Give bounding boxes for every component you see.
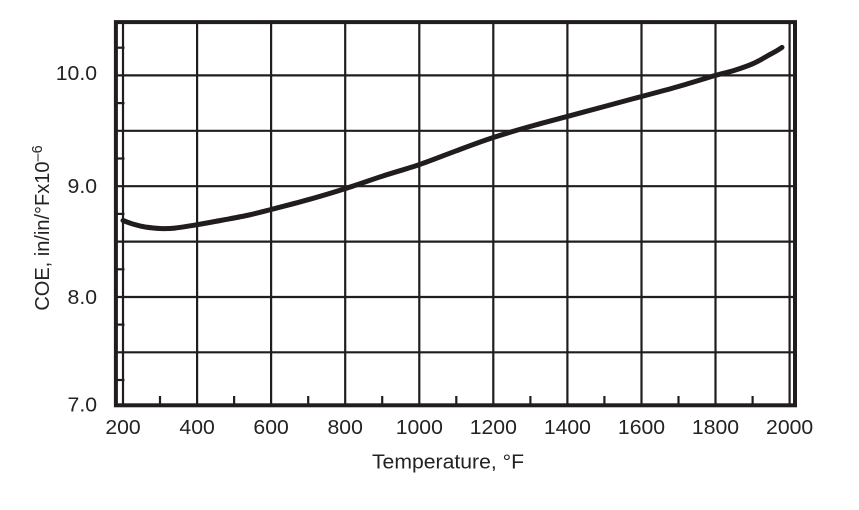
- svg-text:1600: 1600: [618, 417, 665, 439]
- svg-text:9.0: 9.0: [68, 176, 97, 198]
- svg-text:600: 600: [253, 417, 288, 439]
- svg-text:200: 200: [105, 417, 140, 439]
- svg-text:COE, in/in/°Fx10–6: COE, in/in/°Fx10–6: [30, 145, 54, 310]
- svg-text:2000: 2000: [766, 417, 813, 439]
- svg-text:7.0: 7.0: [68, 394, 97, 416]
- svg-text:1400: 1400: [544, 417, 591, 439]
- svg-text:1800: 1800: [692, 417, 739, 439]
- svg-text:8.0: 8.0: [68, 286, 97, 308]
- svg-text:1000: 1000: [396, 417, 443, 439]
- svg-text:1200: 1200: [470, 417, 517, 439]
- svg-text:800: 800: [328, 417, 363, 439]
- svg-text:Temperature, °F: Temperature, °F: [372, 451, 524, 473]
- svg-text:400: 400: [179, 417, 214, 439]
- svg-text:10.0: 10.0: [56, 62, 97, 84]
